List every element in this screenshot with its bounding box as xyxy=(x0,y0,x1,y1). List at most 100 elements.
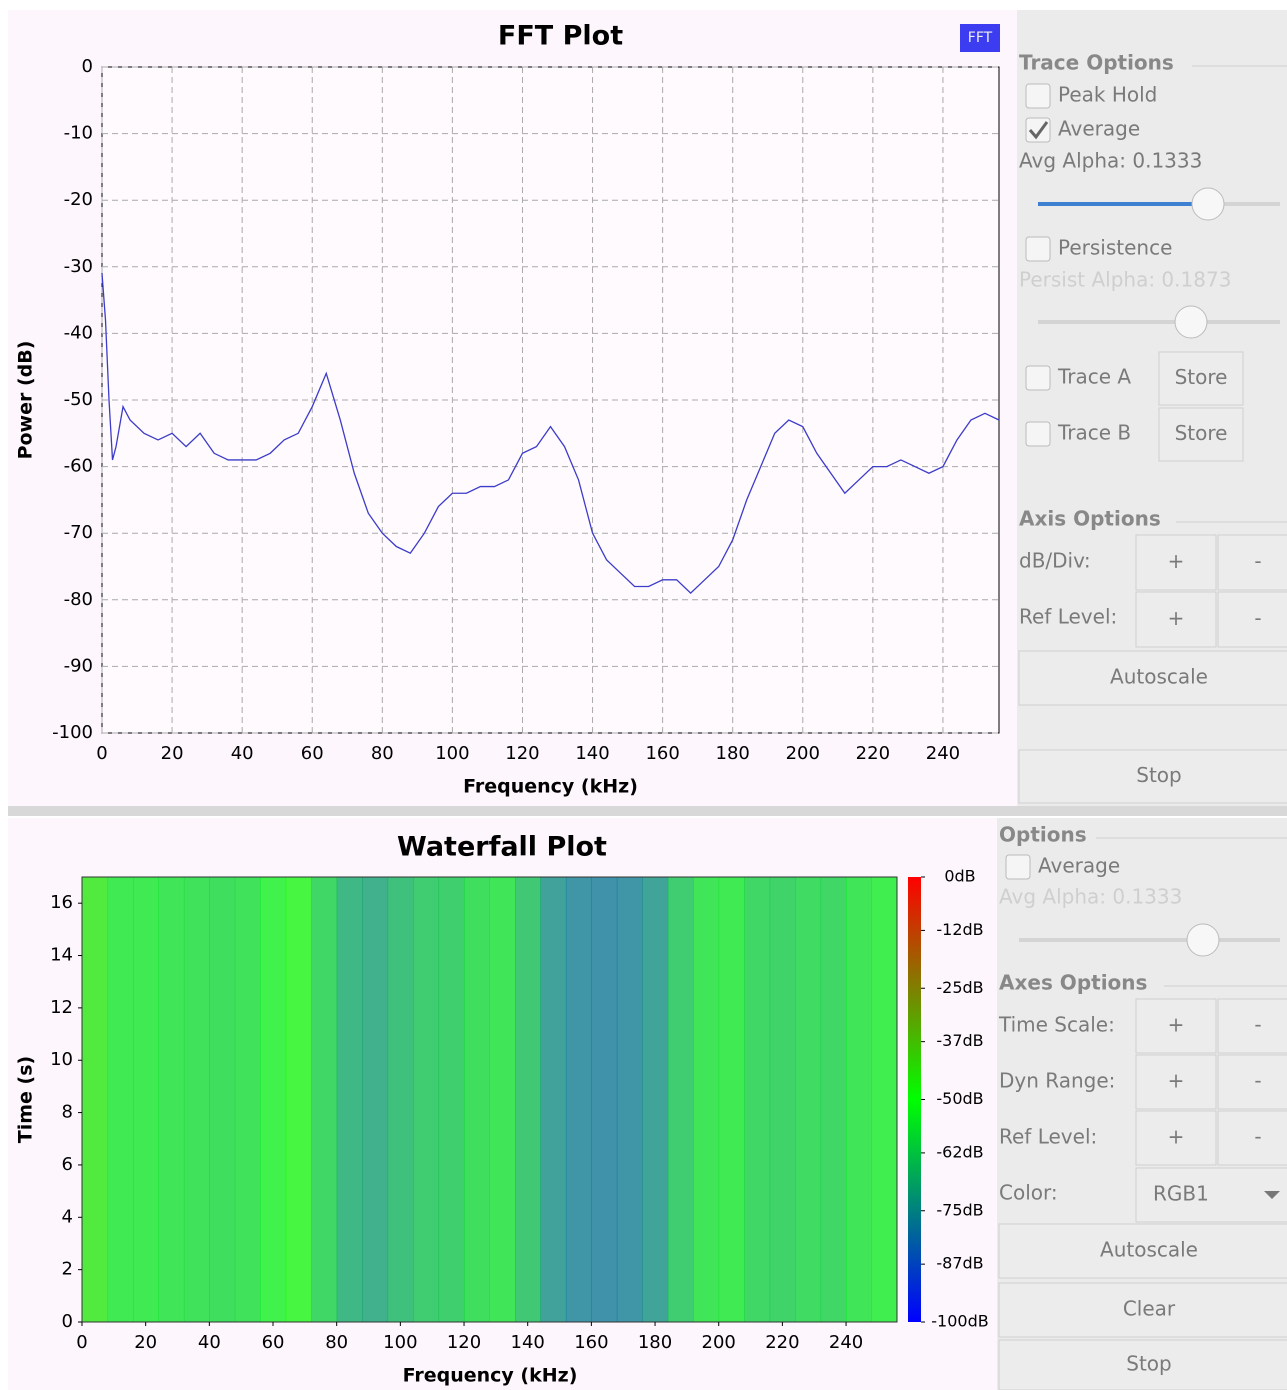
heat-cell xyxy=(107,877,134,1322)
button[interactable] xyxy=(1135,534,1217,591)
button-label: Store xyxy=(1175,421,1228,445)
legend-swatch xyxy=(960,24,1000,52)
button-label: Stop xyxy=(1126,1352,1171,1376)
chart-title: Waterfall Plot xyxy=(397,832,607,863)
button-label: Stop xyxy=(1136,763,1181,787)
colorbar-label: -12dB xyxy=(936,920,983,939)
button[interactable] xyxy=(1018,650,1287,706)
control-label: Ref Level: xyxy=(1019,605,1117,629)
x-tick-label: 120 xyxy=(447,1332,481,1353)
y-axis-label: Time (s) xyxy=(15,1056,37,1143)
slider-knob[interactable] xyxy=(1174,305,1208,339)
button-label: - xyxy=(1254,1125,1261,1149)
x-tick-label: 220 xyxy=(765,1332,799,1353)
control-label: Peak Hold xyxy=(1058,83,1157,107)
y-tick-label: 6 xyxy=(62,1154,73,1175)
slider-knob[interactable] xyxy=(1191,187,1225,221)
colorbar-label: -100dB xyxy=(931,1312,988,1331)
plot-frame xyxy=(81,876,898,1323)
button[interactable] xyxy=(1217,591,1287,648)
x-tick-label: 60 xyxy=(301,743,324,764)
button-label: Autoscale xyxy=(1110,665,1208,689)
legend-label: FFT xyxy=(968,30,993,46)
y-tick-label: -90 xyxy=(64,655,93,676)
y-tick-label: -70 xyxy=(64,522,93,543)
heat-cell xyxy=(464,877,490,1322)
heat-cell xyxy=(209,877,236,1322)
x-tick-label: 0 xyxy=(76,1332,87,1353)
button[interactable] xyxy=(1135,998,1217,1054)
combobox[interactable] xyxy=(1135,1167,1287,1223)
checkbox[interactable] xyxy=(1005,854,1031,880)
button[interactable] xyxy=(1135,1110,1217,1166)
x-tick-label: 160 xyxy=(574,1332,608,1353)
control-label: Ref Level: xyxy=(999,1125,1097,1149)
checkbox[interactable] xyxy=(1025,365,1051,391)
button[interactable] xyxy=(1217,534,1287,591)
chart-title: FFT Plot xyxy=(498,21,623,52)
checkbox[interactable] xyxy=(1025,236,1051,262)
colorbar-label: -75dB xyxy=(936,1200,983,1219)
slider-knob[interactable] xyxy=(1186,923,1220,957)
checkbox[interactable] xyxy=(1025,421,1051,447)
trace-line xyxy=(101,273,1000,595)
heat-cell xyxy=(616,877,643,1322)
button-label: + xyxy=(1168,1125,1185,1149)
heat-cell xyxy=(667,877,694,1322)
x-tick-label: 180 xyxy=(638,1332,672,1353)
heat-cell xyxy=(336,877,363,1322)
button-label: + xyxy=(1168,1069,1185,1093)
button[interactable] xyxy=(1158,351,1244,406)
x-tick-label: 140 xyxy=(575,743,609,764)
section-title: Axis Options xyxy=(1019,507,1161,531)
heat-cell xyxy=(132,877,159,1322)
heat-cell xyxy=(642,877,669,1322)
button-label: - xyxy=(1254,1013,1261,1037)
section-title: Trace Options xyxy=(1019,51,1174,75)
y-tick-label: 4 xyxy=(62,1206,73,1227)
x-tick-label: 160 xyxy=(645,743,679,764)
button[interactable] xyxy=(1135,591,1217,648)
button-label: Store xyxy=(1175,365,1228,389)
heat-cell xyxy=(540,877,567,1322)
button[interactable] xyxy=(1158,407,1244,462)
button-label: - xyxy=(1254,606,1261,630)
x-tick-label: 40 xyxy=(231,743,254,764)
checkbox[interactable] xyxy=(1025,83,1051,109)
colorbar-label: -62dB xyxy=(936,1142,983,1161)
button-label: Clear xyxy=(1123,1297,1176,1321)
x-tick-label: 180 xyxy=(716,743,750,764)
y-tick-label: -60 xyxy=(64,456,93,477)
control-label: Avg Alpha: 0.1333 xyxy=(1019,149,1202,173)
button[interactable] xyxy=(1135,1054,1217,1110)
button[interactable] xyxy=(1217,1110,1287,1166)
button[interactable] xyxy=(1217,1054,1287,1110)
heat-cell xyxy=(693,877,720,1322)
x-axis-label: Frequency (kHz) xyxy=(463,776,638,798)
button[interactable] xyxy=(998,1282,1287,1338)
check-mark xyxy=(1028,121,1049,140)
y-tick-label: 0 xyxy=(82,56,93,77)
splitter[interactable] xyxy=(8,806,1287,816)
heat-cell xyxy=(718,877,745,1322)
colorbar-label: -37dB xyxy=(936,1031,983,1050)
heat-cell xyxy=(591,877,618,1322)
x-tick-label: 240 xyxy=(829,1332,863,1353)
x-tick-label: 200 xyxy=(702,1332,736,1353)
control-label: Avg Alpha: 0.1333 xyxy=(999,885,1182,909)
combobox-value: RGB1 xyxy=(1153,1182,1209,1206)
y-tick-label: -20 xyxy=(64,189,93,210)
button[interactable] xyxy=(1018,749,1287,804)
x-tick-label: 80 xyxy=(325,1332,348,1353)
section-title: Options xyxy=(999,823,1087,847)
x-tick-label: 200 xyxy=(786,743,820,764)
control-label: Average xyxy=(1038,854,1120,878)
button[interactable] xyxy=(998,1223,1287,1279)
control-label: Time Scale: xyxy=(998,1013,1115,1037)
button[interactable] xyxy=(1217,998,1287,1054)
control-label: Color: xyxy=(999,1181,1058,1205)
colorbar-label: -50dB xyxy=(936,1089,983,1108)
y-tick-label: 14 xyxy=(50,945,73,966)
x-tick-label: 20 xyxy=(161,743,184,764)
button[interactable] xyxy=(998,1339,1287,1390)
